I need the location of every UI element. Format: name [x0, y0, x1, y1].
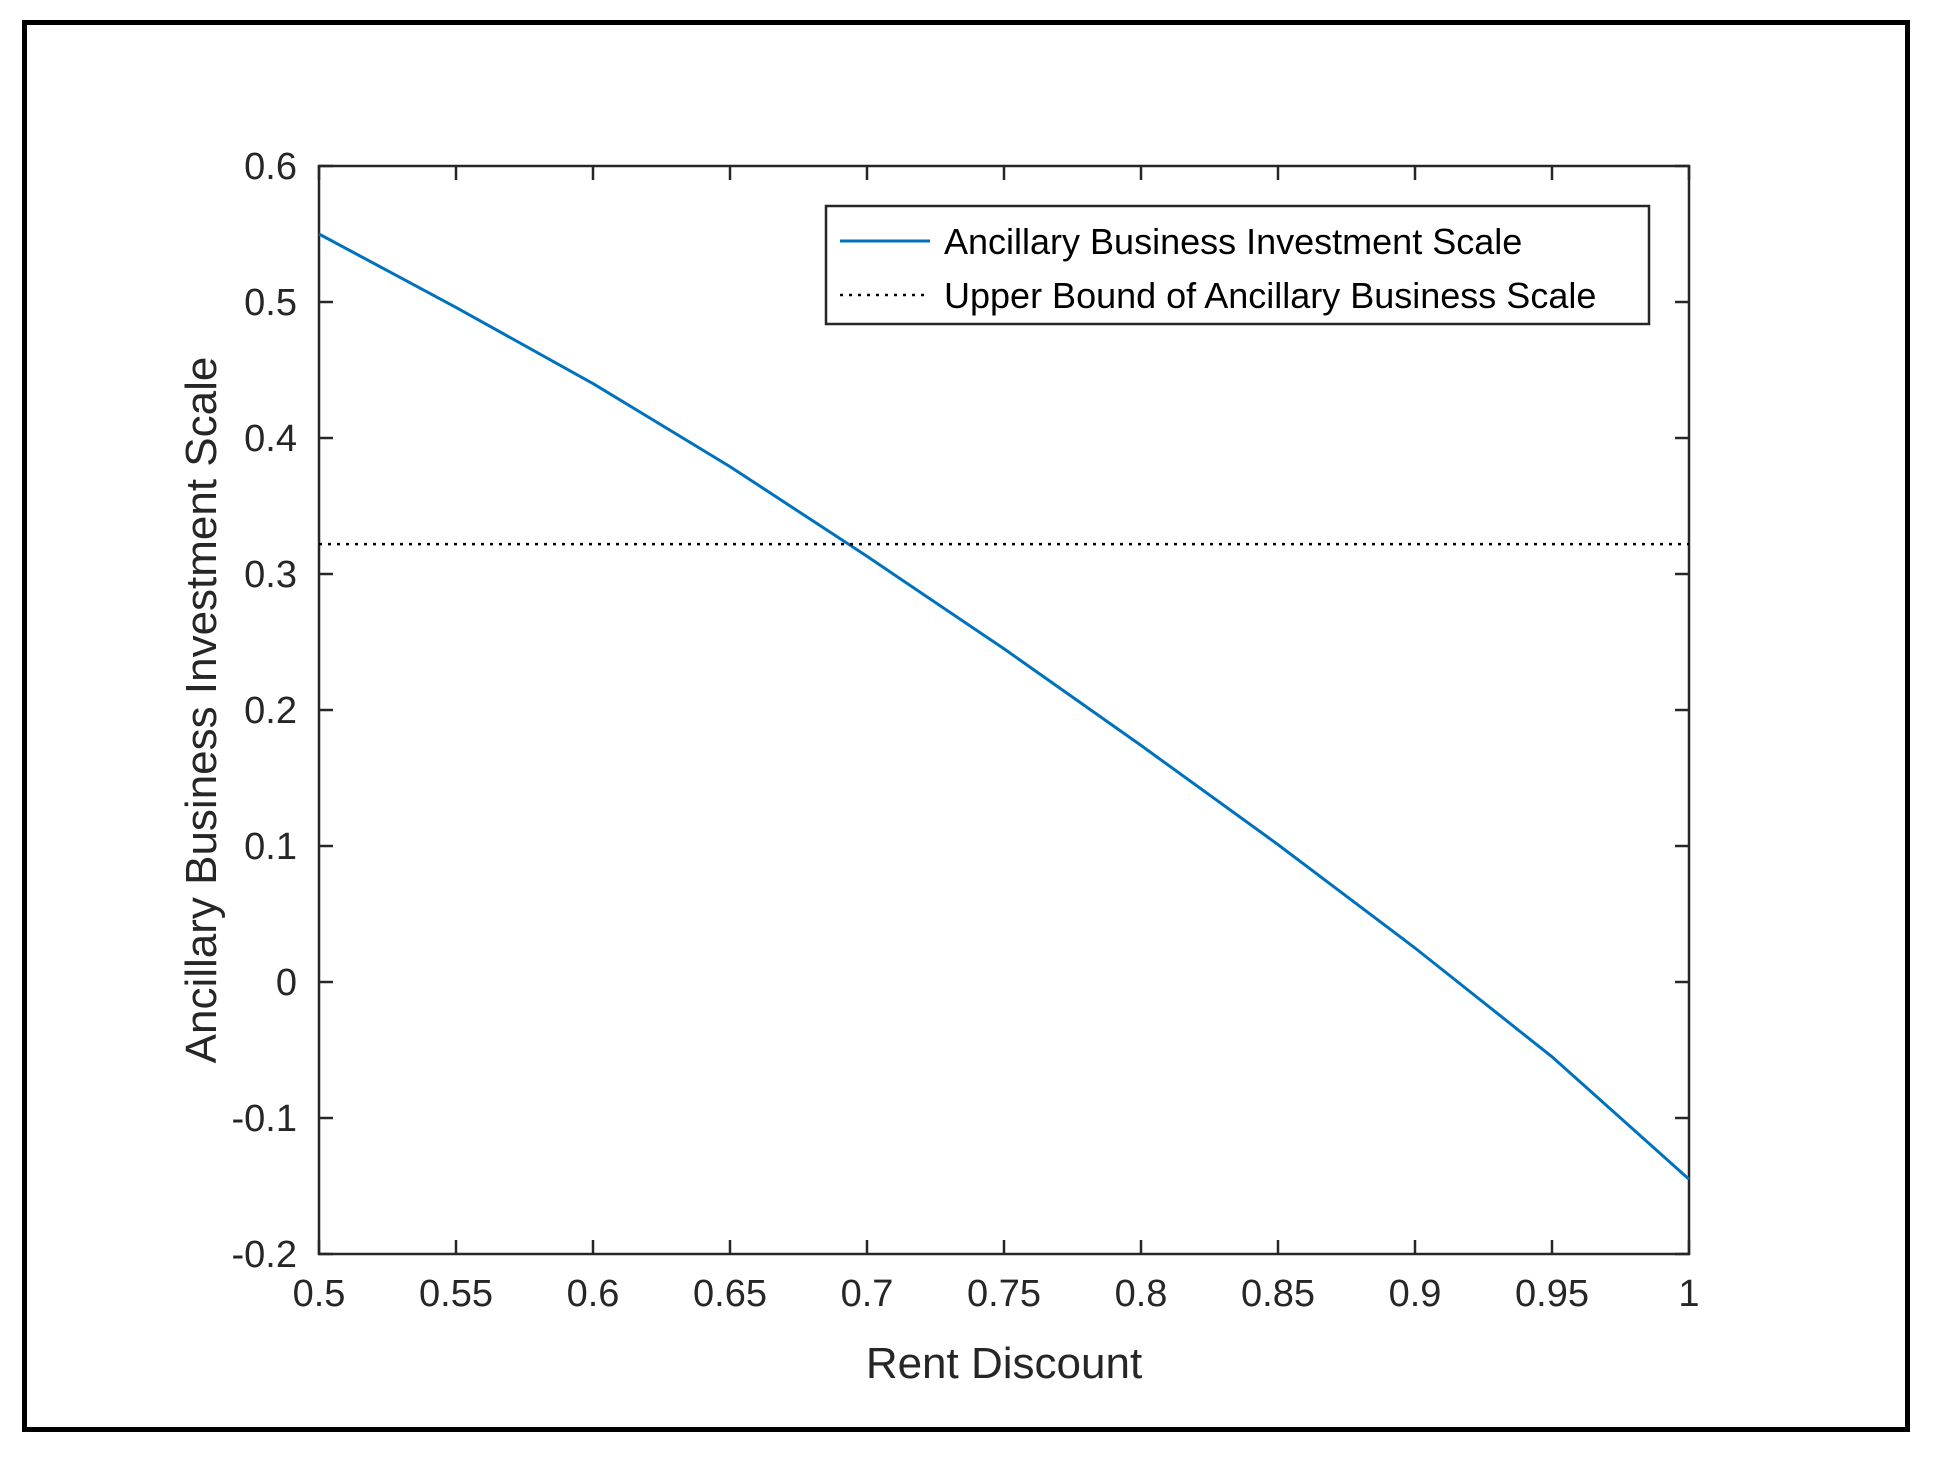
legend: Ancillary Business Investment Scale Upper… [824, 204, 1651, 326]
x-tick-label: 0.65 [693, 1273, 767, 1315]
series-layer [318, 232, 1690, 1181]
y-tick-label: -0.2 [232, 1234, 297, 1276]
y-axis-ticks: -0.2 -0.1 0 0.1 0.2 0.3 0.4 0.5 0.6 [232, 146, 1689, 1276]
series-investment-scale-line [318, 232, 1690, 1181]
x-tick-label: 0.55 [419, 1273, 493, 1315]
legend-label: Ancillary Business Investment Scale [944, 221, 1522, 262]
y-tick-label: 0 [276, 962, 297, 1004]
x-axis-label: Rent Discount [866, 1339, 1142, 1388]
y-tick-label: 0.5 [244, 282, 297, 324]
x-tick-label: 0.5 [293, 1273, 346, 1315]
x-axis-ticks: 0.5 0.55 0.6 0.65 0.7 0.75 0.8 0.85 0.9 0.95 1 [293, 166, 1700, 1315]
y-axis-label: Ancillary Business Investment Scale [177, 357, 226, 1064]
y-tick-label: 0.2 [244, 690, 297, 732]
x-tick-label: 0.8 [1115, 1273, 1168, 1315]
x-tick-label: 0.75 [967, 1273, 1041, 1315]
y-tick-label: 0.3 [244, 554, 297, 596]
plot-area: 0.5 0.55 0.6 0.65 0.7 0.75 0.8 0.85 0.9 0.95 1 -0.… [177, 146, 1700, 1388]
y-tick-label: 0.1 [244, 826, 297, 868]
x-tick-label: 0.7 [841, 1273, 894, 1315]
legend-box [824, 204, 1651, 326]
y-tick-label: 0.6 [244, 146, 297, 188]
y-tick-label: 0.4 [244, 418, 297, 460]
legend-label: Upper Bound of Ancillary Business Scale [944, 275, 1596, 316]
x-tick-label: 0.85 [1241, 1273, 1315, 1315]
x-tick-label: 0.9 [1389, 1273, 1442, 1315]
axes-box [317, 164, 1691, 1256]
x-tick-label: 0.6 [567, 1273, 620, 1315]
x-tick-label: 1 [1678, 1273, 1699, 1315]
x-tick-label: 0.95 [1515, 1273, 1589, 1315]
y-tick-label: -0.1 [232, 1098, 297, 1140]
